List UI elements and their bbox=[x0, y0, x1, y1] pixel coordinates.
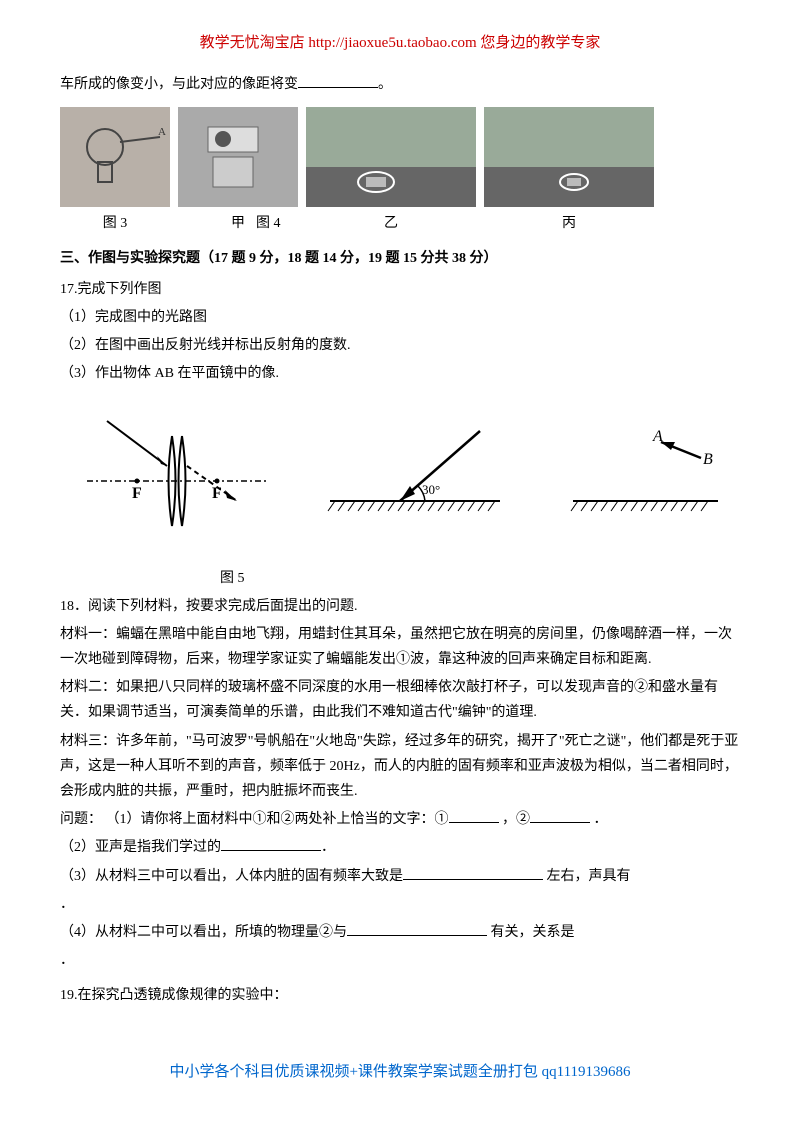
diagram-row: F F 30° A bbox=[60, 406, 740, 545]
ab-diagram-icon: A B bbox=[543, 416, 723, 526]
q18-m1: 材料一：蝙蝠在黑暗中能自由地飞翔，用蜡封住其耳朵，虽然把它放在明亮的房间里，仍像… bbox=[60, 622, 740, 672]
q17: 17.完成下列作图 bbox=[60, 277, 740, 302]
yi-wrap: 乙 图 4 bbox=[306, 107, 476, 236]
road-bing-image bbox=[484, 107, 654, 207]
q17-1: （1）完成图中的光路图 bbox=[60, 305, 740, 330]
lens-diagram-icon: F F bbox=[77, 406, 277, 536]
p3-text-c: ． bbox=[60, 892, 740, 917]
p4-text-b: 有关，关系是 bbox=[487, 925, 575, 940]
p4-text-c: ． bbox=[60, 948, 740, 973]
blank-5 bbox=[347, 922, 487, 936]
q18-m3: 材料三：许多年前，"马可波罗"号帆船在"火地岛"失踪，经过多年的研究，揭开了"死… bbox=[60, 729, 740, 805]
p4-text-a: （4）从材料二中可以看出，所填的物理量②与 bbox=[60, 925, 347, 940]
bulb-sketch-icon: A bbox=[60, 107, 170, 207]
fig3-wrap: A 图 3 bbox=[60, 107, 170, 236]
q18-m2: 材料二：如果把八只同样的玻璃杯盛不同深度的水用一根细棒依次敲打杯子，可以发现声音… bbox=[60, 675, 740, 725]
intro-text: 车所成的像变小，与此对应的像距将变 。 bbox=[60, 72, 740, 97]
road-scene2-icon bbox=[484, 107, 654, 207]
problem-label: 问题： bbox=[60, 812, 102, 827]
blank-4 bbox=[403, 866, 543, 880]
camera-icon bbox=[178, 107, 298, 207]
angle-label: 30° bbox=[422, 482, 440, 497]
p2-text-b: ． bbox=[321, 840, 335, 855]
bing-label: 丙 bbox=[484, 211, 654, 236]
road-yi-image bbox=[306, 107, 476, 207]
page-header: 教学无忧淘宝店 http://jiaoxue5u.taobao.com 您身边的… bbox=[60, 30, 740, 57]
p3-text-b: 左右，声具有 bbox=[543, 869, 631, 884]
mirror-angle-diagram: 30° bbox=[310, 416, 510, 535]
intro-line-text: 车所成的像变小，与此对应的像距将变 bbox=[60, 77, 298, 92]
p3-text-a: （3）从材料三中可以看出，人体内脏的固有频率大致是 bbox=[60, 869, 403, 884]
p1-text-c: ． bbox=[594, 812, 608, 827]
fig4-label: 图 4 bbox=[256, 211, 281, 236]
fig3-label: 图 3 bbox=[60, 211, 170, 236]
intro-punct: 。 bbox=[378, 77, 392, 92]
q17-3: （3）作出物体 AB 在平面镜中的像. bbox=[60, 361, 740, 386]
image-row-1: A 图 3 甲 乙 图 4 bbox=[60, 107, 740, 236]
angle-diagram-icon: 30° bbox=[310, 416, 510, 526]
p2-text-a: （2）亚声是指我们学过的 bbox=[60, 840, 221, 855]
p1-text-a: （1）请你将上面材料中①和②两处补上恰当的文字：① bbox=[106, 812, 449, 827]
q18-p3: （3）从材料三中可以看出，人体内脏的固有频率大致是 左右，声具有 bbox=[60, 864, 740, 889]
fig3-image: A bbox=[60, 107, 170, 207]
svg-text:A: A bbox=[158, 126, 166, 138]
section3-title: 三、作图与实验探究题（17 题 9 分，18 题 14 分，19 题 15 分共… bbox=[60, 246, 740, 271]
p1-text-b: ，② bbox=[502, 812, 530, 827]
blank-2 bbox=[530, 809, 590, 823]
fig5-label: 图 5 bbox=[220, 566, 740, 591]
q18-title: 18．阅读下列材料，按要求完成后面提出的问题. bbox=[60, 594, 740, 619]
header-suffix: 您身边的教学专家 bbox=[477, 35, 601, 51]
header-link[interactable]: http://jiaoxue5u.taobao.com bbox=[308, 35, 476, 51]
camera-image bbox=[178, 107, 298, 207]
q19: 19.在探究凸透镜成像规律的实验中： bbox=[60, 983, 740, 1008]
blank-field bbox=[298, 74, 378, 88]
lens-diagram: F F bbox=[77, 406, 277, 545]
header-prefix: 教学无忧淘宝店 bbox=[200, 35, 309, 51]
q17-2: （2）在图中画出反射光线并标出反射角的度数. bbox=[60, 333, 740, 358]
ab-mirror-diagram: A B bbox=[543, 416, 723, 535]
blank-1 bbox=[449, 809, 499, 823]
f-right-label: F bbox=[212, 485, 222, 502]
blank-3 bbox=[221, 837, 321, 851]
q18-p4: （4）从材料二中可以看出，所填的物理量②与 有关，关系是 bbox=[60, 920, 740, 945]
f-left-label: F bbox=[132, 485, 142, 502]
q18-p1: 问题： （1）请你将上面材料中①和②两处补上恰当的文字：① ，② ． bbox=[60, 807, 740, 832]
road-scene-icon bbox=[306, 107, 476, 207]
page-footer: 中小学各个科目优质课视频+课件教案学案试题全册打包 qq1119139686 bbox=[60, 1059, 740, 1086]
yi-label: 乙 bbox=[384, 216, 398, 231]
bing-wrap: 丙 bbox=[484, 107, 654, 236]
b-label: B bbox=[703, 451, 713, 468]
q18-p2: （2）亚声是指我们学过的 ． bbox=[60, 835, 740, 860]
